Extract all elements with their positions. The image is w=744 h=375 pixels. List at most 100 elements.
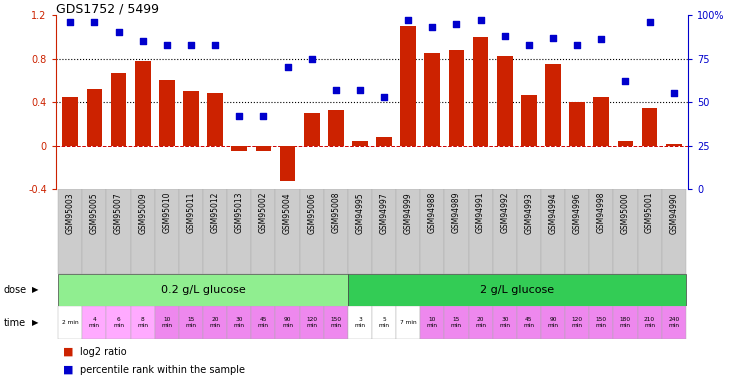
Bar [135,61,150,146]
Bar [666,144,682,146]
Text: 10
min: 10 min [427,317,437,328]
Bar [159,80,175,146]
Point [64,19,76,25]
Bar [517,189,541,274]
Text: GSM95002: GSM95002 [259,192,268,233]
Bar [589,306,613,339]
Text: GSM95000: GSM95000 [621,192,630,234]
Bar [565,306,589,339]
Point [475,17,487,23]
Bar [493,189,517,274]
Bar [251,306,275,339]
Bar [86,89,102,146]
Text: 20
min: 20 min [210,317,221,328]
Point [257,113,269,119]
Point [234,113,246,119]
Bar [545,64,561,146]
Text: GSM94991: GSM94991 [476,192,485,233]
Text: 120
min: 120 min [571,317,583,328]
Point [378,94,390,100]
Text: percentile rank within the sample: percentile rank within the sample [80,364,245,375]
Bar [352,141,368,146]
Point [523,42,535,48]
Text: 45
min: 45 min [523,317,534,328]
Text: ■: ■ [63,364,77,375]
Text: GSM94995: GSM94995 [356,192,365,234]
Bar [275,189,300,274]
Bar [208,93,223,146]
Bar [300,306,324,339]
Text: 6
min: 6 min [113,317,124,328]
Point [571,42,583,48]
Bar [62,97,78,146]
Text: GSM94996: GSM94996 [573,192,582,234]
Bar [541,306,565,339]
Point [620,78,632,84]
Bar [569,102,585,146]
Text: 90
min: 90 min [548,317,559,328]
Text: GSM95004: GSM95004 [283,192,292,234]
Bar [324,306,348,339]
Bar [280,146,295,181]
Bar [420,189,444,274]
Text: log2 ratio: log2 ratio [80,347,126,357]
Bar [183,91,199,146]
Text: GSM95010: GSM95010 [162,192,171,233]
Text: 10
min: 10 min [161,317,173,328]
Point [644,19,655,25]
Text: GSM94990: GSM94990 [669,192,679,234]
Point [426,24,438,30]
Text: GSM95003: GSM95003 [65,192,75,234]
Text: GSM94989: GSM94989 [452,192,461,233]
Bar [589,189,613,274]
Bar [324,189,348,274]
Bar [472,37,489,146]
Text: GSM94997: GSM94997 [379,192,388,234]
Bar [231,146,247,151]
Bar [106,189,131,274]
Text: GSM94993: GSM94993 [525,192,533,234]
Bar [304,113,319,146]
Text: 4
min: 4 min [89,317,100,328]
Text: 20
min: 20 min [475,317,486,328]
Text: 15
min: 15 min [185,317,196,328]
Bar [469,306,493,339]
Point [547,34,559,40]
Point [137,38,149,44]
Bar [83,306,106,339]
Bar [613,306,638,339]
Bar [106,306,131,339]
Bar [497,56,513,146]
Bar [251,189,275,274]
Text: GSM95009: GSM95009 [138,192,147,234]
Bar [541,189,565,274]
Point [595,36,607,42]
Point [498,33,510,39]
Text: 30
min: 30 min [234,317,245,328]
Text: GSM95013: GSM95013 [235,192,244,233]
Point [403,17,414,23]
Point [89,19,100,25]
Point [451,21,463,27]
Text: dose: dose [4,285,27,295]
Text: 0.2 g/L glucose: 0.2 g/L glucose [161,285,246,295]
Bar [227,306,251,339]
Text: 150
min: 150 min [596,317,607,328]
Text: GSM94999: GSM94999 [404,192,413,234]
Text: GDS1752 / 5499: GDS1752 / 5499 [56,2,158,15]
Bar [348,306,372,339]
Bar [83,189,106,274]
Bar [638,189,661,274]
Text: GSM95008: GSM95008 [331,192,340,233]
Text: GSM95011: GSM95011 [187,192,196,233]
Bar [613,189,638,274]
Bar [396,306,420,339]
Bar [58,274,348,306]
Text: time: time [4,318,26,327]
Text: GSM95001: GSM95001 [645,192,654,233]
Bar [255,146,272,151]
Bar [565,189,589,274]
Bar [638,306,661,339]
Point [330,87,341,93]
Text: GSM94988: GSM94988 [428,192,437,233]
